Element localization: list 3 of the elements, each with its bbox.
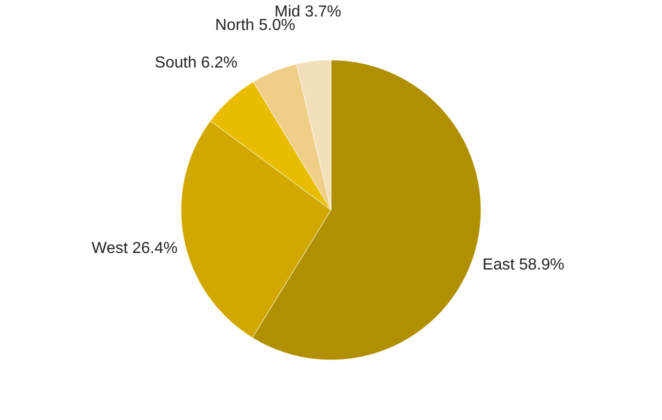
slice-label: East 58.9%	[482, 256, 564, 274]
slice-label: West 26.4%	[92, 240, 178, 258]
slice-label: South 6.2%	[154, 54, 238, 72]
